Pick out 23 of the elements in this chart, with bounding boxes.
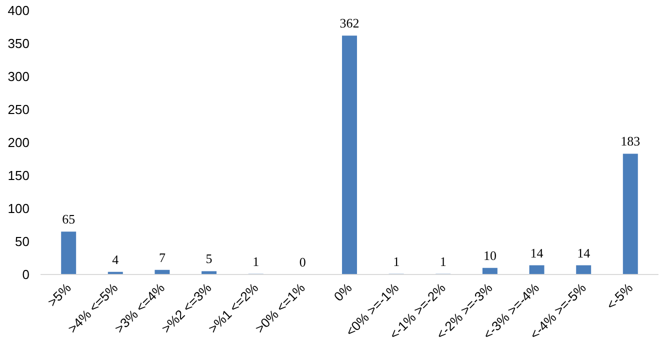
- y-tick-label: 300: [8, 69, 30, 84]
- data-label: 183: [620, 134, 640, 149]
- data-label: 5: [206, 251, 212, 266]
- data-label: 7: [158, 250, 166, 265]
- x-tick-label: 0%: [330, 280, 356, 304]
- data-label: 10: [483, 248, 496, 263]
- data-label: 14: [577, 245, 591, 260]
- y-tick-label: 350: [8, 36, 30, 51]
- y-tick-label: 0: [22, 267, 30, 282]
- y-tick-label: 400: [8, 3, 30, 18]
- y-tick-label: 200: [8, 135, 30, 150]
- data-label: 1: [393, 254, 400, 269]
- data-label: 1: [440, 254, 446, 269]
- y-tick-label: 250: [8, 102, 30, 117]
- data-label: 0: [299, 254, 306, 270]
- data-label: 1: [252, 254, 260, 269]
- data-label: 65: [62, 212, 76, 227]
- y-tick-label: 150: [8, 168, 30, 183]
- data-label: 14: [530, 245, 544, 260]
- y-tick-label: 100: [8, 201, 30, 216]
- data-label: 4: [112, 252, 120, 267]
- y-tick-label: 50: [15, 234, 30, 249]
- data-label: 362: [340, 16, 360, 31]
